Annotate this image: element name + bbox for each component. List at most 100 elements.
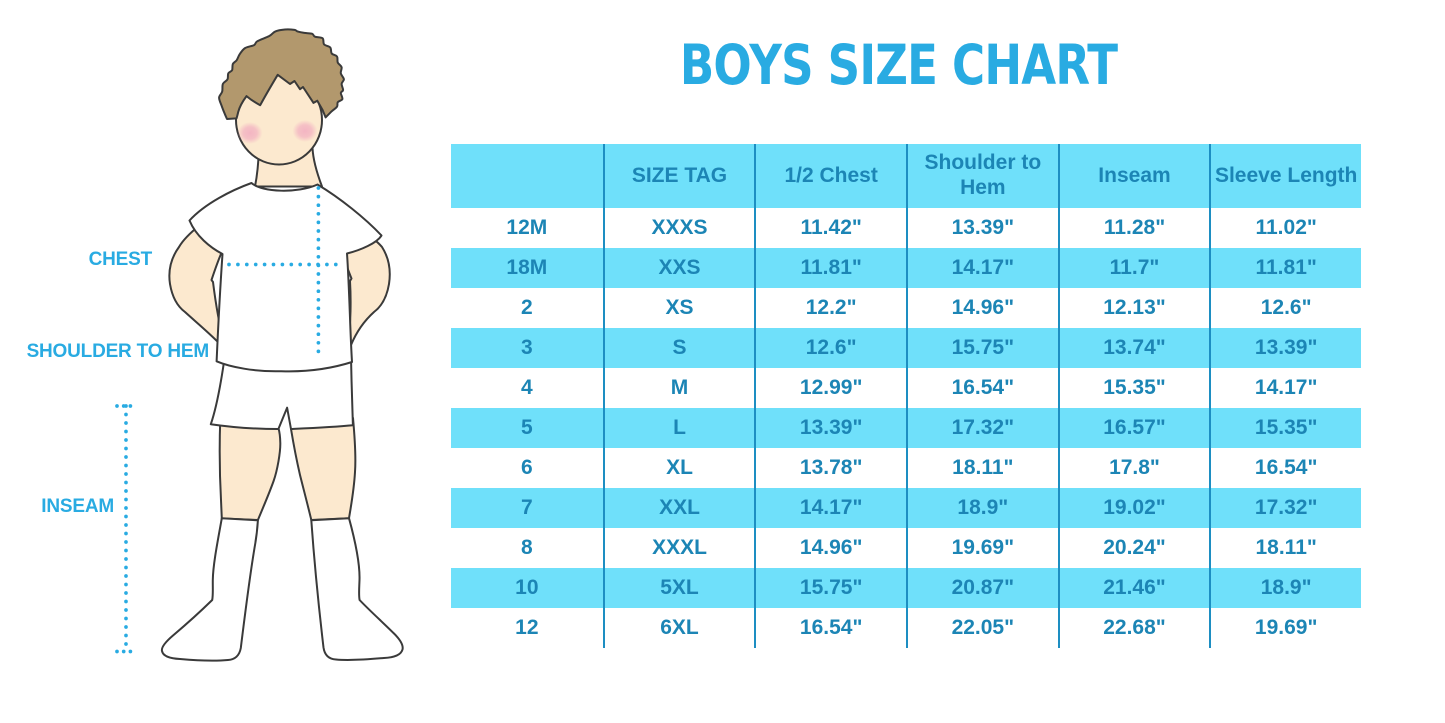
boy-blush-left: [237, 122, 263, 144]
value-cell: 13.78": [754, 448, 906, 488]
value-cell: 11.28": [1057, 208, 1210, 248]
boy-left-leg: [218, 417, 282, 521]
page-title: BOYS SIZE CHART: [679, 33, 1118, 97]
value-cell: XS: [602, 288, 755, 328]
table-row: 8 XXXL 14.96" 19.69" 20.24" 18.11": [451, 528, 1361, 568]
value-cell: 19.69": [1209, 608, 1361, 648]
value-cell: 14.96": [906, 288, 1058, 328]
shoulder-to-hem-label: SHOULDER TO HEM: [26, 341, 210, 362]
value-cell: 12.6": [754, 328, 906, 368]
column-header: Shoulder to Hem: [906, 144, 1058, 208]
value-cell: 13.39": [906, 208, 1058, 248]
value-cell: 20.87": [906, 568, 1058, 608]
value-cell: M: [602, 368, 755, 408]
value-cell: XXXS: [602, 208, 755, 248]
value-cell: 14.17": [1209, 368, 1361, 408]
boy-illustration: CHEST SHOULDER TO HEM INSEAM: [0, 0, 460, 723]
size-cell: 4: [520, 375, 533, 399]
measurement-lines: [115, 186, 346, 654]
value-cell: 19.02": [1057, 488, 1210, 528]
value-cell: 17.32": [906, 408, 1058, 448]
size-cell: 8: [520, 535, 533, 559]
table-header-row: SIZE TAG 1/2 Chest Shoulder to Hem Inseam Sl…: [451, 144, 1361, 208]
size-cell: 12: [515, 615, 539, 639]
size-cell: 2: [520, 295, 533, 319]
size-cell: 18M: [506, 255, 548, 279]
value-cell: 6XL: [602, 608, 755, 648]
value-cell: 13.39": [1209, 328, 1361, 368]
boy-right-arm: [335, 227, 391, 355]
value-cell: 12.6": [1209, 288, 1361, 328]
value-cell: 15.35": [1057, 368, 1210, 408]
column-header: Inseam: [1057, 144, 1210, 208]
table-row: 6 XL 13.78" 18.11" 17.8" 16.54": [451, 448, 1361, 488]
value-cell: 11.02": [1209, 208, 1361, 248]
value-cell: 11.81": [1209, 248, 1361, 288]
value-cell: XXL: [602, 488, 755, 528]
value-cell: 13.39": [754, 408, 906, 448]
value-cell: 11.7": [1057, 248, 1210, 288]
size-table: SIZE TAG 1/2 Chest Shoulder to Hem Inseam Sl…: [451, 144, 1361, 648]
value-cell: 16.57": [1057, 408, 1210, 448]
chest-label: CHEST: [88, 249, 153, 270]
boy-hair: [218, 28, 345, 120]
value-cell: 11.42": [754, 208, 906, 248]
value-cell: XXXL: [602, 528, 755, 568]
column-header: [451, 144, 603, 208]
value-cell: 14.96": [754, 528, 906, 568]
value-cell: 14.17": [906, 248, 1058, 288]
boy-illustration-svg: [115, 28, 404, 662]
table-row: 5 L 13.39" 17.32" 16.57" 15.35": [451, 408, 1361, 448]
value-cell: 15.75": [906, 328, 1058, 368]
boy-left-arm: [168, 224, 228, 354]
value-cell: 11.81": [754, 248, 906, 288]
size-cell: 3: [520, 335, 533, 359]
table-row: 3 S 12.6" 15.75" 13.74" 13.39": [451, 328, 1361, 368]
value-cell: 12.99": [754, 368, 906, 408]
table-row: 10 5XL 15.75" 20.87" 21.46" 18.9": [451, 568, 1361, 608]
table-row: 12M XXXS 11.42" 13.39" 11.28" 11.02": [451, 208, 1361, 248]
value-cell: 16.54": [754, 608, 906, 648]
value-cell: 18.11": [906, 448, 1058, 488]
table-row: 12 6XL 16.54" 22.05" 22.68" 19.69": [451, 608, 1361, 648]
size-cell: 5: [520, 415, 533, 439]
inseam-label: INSEAM: [41, 496, 114, 517]
size-cell: 12M: [506, 215, 548, 239]
table-row: 4 M 12.99" 16.54" 15.35" 14.17": [451, 368, 1361, 408]
value-cell: 13.74": [1057, 328, 1210, 368]
boy-right-sock: [310, 517, 404, 661]
value-cell: 16.54": [906, 368, 1058, 408]
value-cell: 12.13": [1057, 288, 1210, 328]
boy-left-sock: [160, 517, 259, 662]
value-cell: 17.8": [1057, 448, 1210, 488]
value-cell: 16.54": [1209, 448, 1361, 488]
value-cell: 18.9": [1209, 568, 1361, 608]
value-cell: 14.17": [754, 488, 906, 528]
value-cell: L: [602, 408, 755, 448]
table-row: 18M XXS 11.81" 14.17" 11.7" 11.81": [451, 248, 1361, 288]
column-header: 1/2 Chest: [754, 144, 906, 208]
column-header: SIZE TAG: [602, 144, 755, 208]
size-cell: 10: [515, 575, 539, 599]
value-cell: 21.46": [1057, 568, 1210, 608]
value-cell: 22.68": [1057, 608, 1210, 648]
value-cell: 15.75": [754, 568, 906, 608]
value-cell: 22.05": [906, 608, 1058, 648]
value-cell: XL: [602, 448, 755, 488]
size-cell: 6: [520, 455, 533, 479]
column-header: Sleeve Length: [1209, 144, 1361, 208]
boy-blush-right: [292, 120, 318, 142]
value-cell: 18.9": [906, 488, 1058, 528]
table-row: 7 XXL 14.17" 18.9" 19.02" 17.32": [451, 488, 1361, 528]
value-cell: 20.24": [1057, 528, 1210, 568]
table-row: 2 XS 12.2" 14.96" 12.13" 12.6": [451, 288, 1361, 328]
value-cell: 5XL: [602, 568, 755, 608]
size-cell: 7: [520, 495, 533, 519]
boy-shirt: [188, 182, 383, 373]
boy-shorts: [209, 356, 354, 430]
boy-right-leg: [289, 417, 357, 521]
value-cell: 12.2": [754, 288, 906, 328]
value-cell: 19.69": [906, 528, 1058, 568]
value-cell: S: [602, 328, 755, 368]
